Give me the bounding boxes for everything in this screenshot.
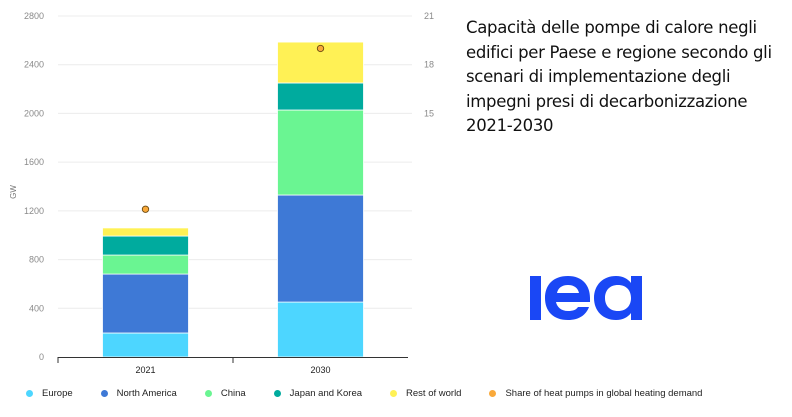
x-axis: 2021 2030 bbox=[57, 357, 408, 375]
legend-swatch bbox=[489, 390, 497, 397]
y-tick-label: 2800 bbox=[24, 11, 44, 21]
y2-axis-ticks: 15 18 21 bbox=[424, 11, 434, 118]
share-dots bbox=[141, 44, 325, 213]
y-tick-label: 1200 bbox=[24, 206, 44, 216]
bar-segment-europe-2021[interactable] bbox=[102, 332, 189, 358]
y2-tick-label: 18 bbox=[424, 60, 434, 70]
x-tick-label: 2030 bbox=[310, 365, 330, 375]
legend-label: Rest of world bbox=[406, 388, 462, 399]
bar-segment-china-2030[interactable] bbox=[277, 109, 364, 196]
legend-label: Japan and Korea bbox=[289, 388, 363, 399]
legend-label: North America bbox=[116, 388, 177, 399]
bar-segment-north-america-2021[interactable] bbox=[102, 273, 189, 334]
legend-label: China bbox=[220, 388, 246, 399]
legend-item-rest-of-world[interactable]: Rest of world bbox=[390, 388, 461, 399]
legend-swatch bbox=[390, 390, 398, 397]
legend: Europe North America China Japan and Korea R… bbox=[26, 388, 730, 399]
logo-letter-a bbox=[594, 276, 642, 320]
chart-title: Capacità delle pompe di calore negli edi… bbox=[466, 18, 772, 135]
bar-segment-japan-and-korea-2021[interactable] bbox=[102, 235, 189, 256]
y-tick-label: 800 bbox=[29, 255, 44, 265]
bar-segment-europe-2030[interactable] bbox=[277, 301, 364, 358]
y2-tick-label: 21 bbox=[424, 11, 434, 21]
legend-item-japan-and-korea[interactable]: Japan and Korea bbox=[273, 388, 363, 399]
y-tick-label: 2400 bbox=[24, 60, 44, 70]
legend-item-north-america[interactable]: North America bbox=[100, 388, 177, 399]
y2-tick-label: 15 bbox=[424, 108, 434, 118]
legend-item-europe[interactable]: Europe bbox=[26, 388, 73, 399]
legend-swatch bbox=[100, 390, 108, 397]
x-tick-label: 2021 bbox=[135, 365, 155, 375]
bar-segment-china-2021[interactable] bbox=[102, 254, 189, 275]
legend-label: Share of heat pumps in global heating de… bbox=[505, 388, 703, 399]
y-tick-label: 2000 bbox=[24, 108, 44, 118]
y-axis-ticks: 0 400 800 1200 1600 2000 2400 2800 bbox=[24, 11, 44, 362]
legend-swatch bbox=[273, 390, 281, 397]
bars bbox=[102, 41, 364, 358]
legend-swatch bbox=[26, 390, 33, 397]
bar-segment-north-america-2030[interactable] bbox=[277, 194, 364, 303]
legend-item-share-of-heat-pumps-in-global-heating-demand[interactable]: Share of heat pumps in global heating de… bbox=[489, 388, 702, 399]
y-tick-label: 0 bbox=[39, 352, 44, 362]
legend-item-china[interactable]: China bbox=[204, 388, 246, 399]
y-tick-label: 400 bbox=[29, 303, 44, 313]
iea-logo bbox=[528, 270, 652, 329]
y-axis-label: GW bbox=[9, 185, 18, 199]
share-dot-2021[interactable] bbox=[141, 205, 150, 213]
legend-label: Europe bbox=[42, 388, 73, 399]
logo-letter-e bbox=[545, 276, 590, 320]
bar-segment-rest-of-world-2021[interactable] bbox=[102, 227, 189, 237]
legend-swatch bbox=[204, 390, 212, 397]
logo-letter-i bbox=[530, 276, 541, 320]
y-tick-label: 1600 bbox=[24, 157, 44, 167]
bar-segment-japan-and-korea-2030[interactable] bbox=[277, 82, 364, 111]
share-dot-2030[interactable] bbox=[316, 44, 325, 53]
chart: 0 400 800 1200 1600 2000 2400 2800 15 18 21 GW 20… bbox=[9, 11, 434, 375]
